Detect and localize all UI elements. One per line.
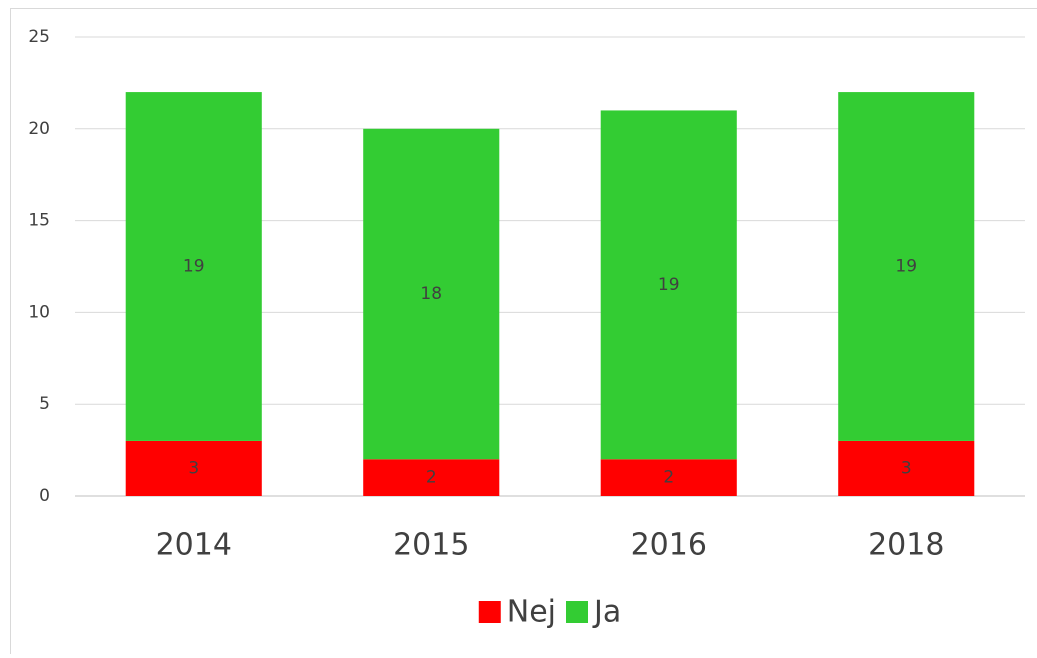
x-tick-label: 2014 (156, 528, 232, 563)
legend-label: Nej (507, 595, 556, 630)
data-label: 3 (901, 458, 912, 478)
legend-swatch (479, 601, 501, 623)
legend-label: Ja (592, 595, 621, 630)
y-tick-label: 10 (28, 302, 50, 322)
data-label: 18 (420, 284, 442, 304)
data-label: 19 (183, 257, 205, 277)
data-label: 2 (663, 468, 674, 488)
y-tick-label: 5 (39, 394, 50, 414)
y-tick-label: 25 (28, 27, 50, 47)
data-label: 19 (895, 257, 917, 277)
data-label: 2 (426, 468, 437, 488)
y-tick-label: 15 (28, 211, 50, 231)
y-tick-label: 20 (28, 119, 50, 139)
data-label: 3 (188, 458, 199, 478)
y-tick-label: 0 (39, 486, 50, 506)
x-tick-label: 2016 (631, 528, 707, 563)
legend-swatch (566, 601, 588, 623)
data-label: 19 (658, 275, 680, 295)
x-tick-label: 2015 (393, 528, 469, 563)
x-tick-label: 2018 (868, 528, 944, 563)
